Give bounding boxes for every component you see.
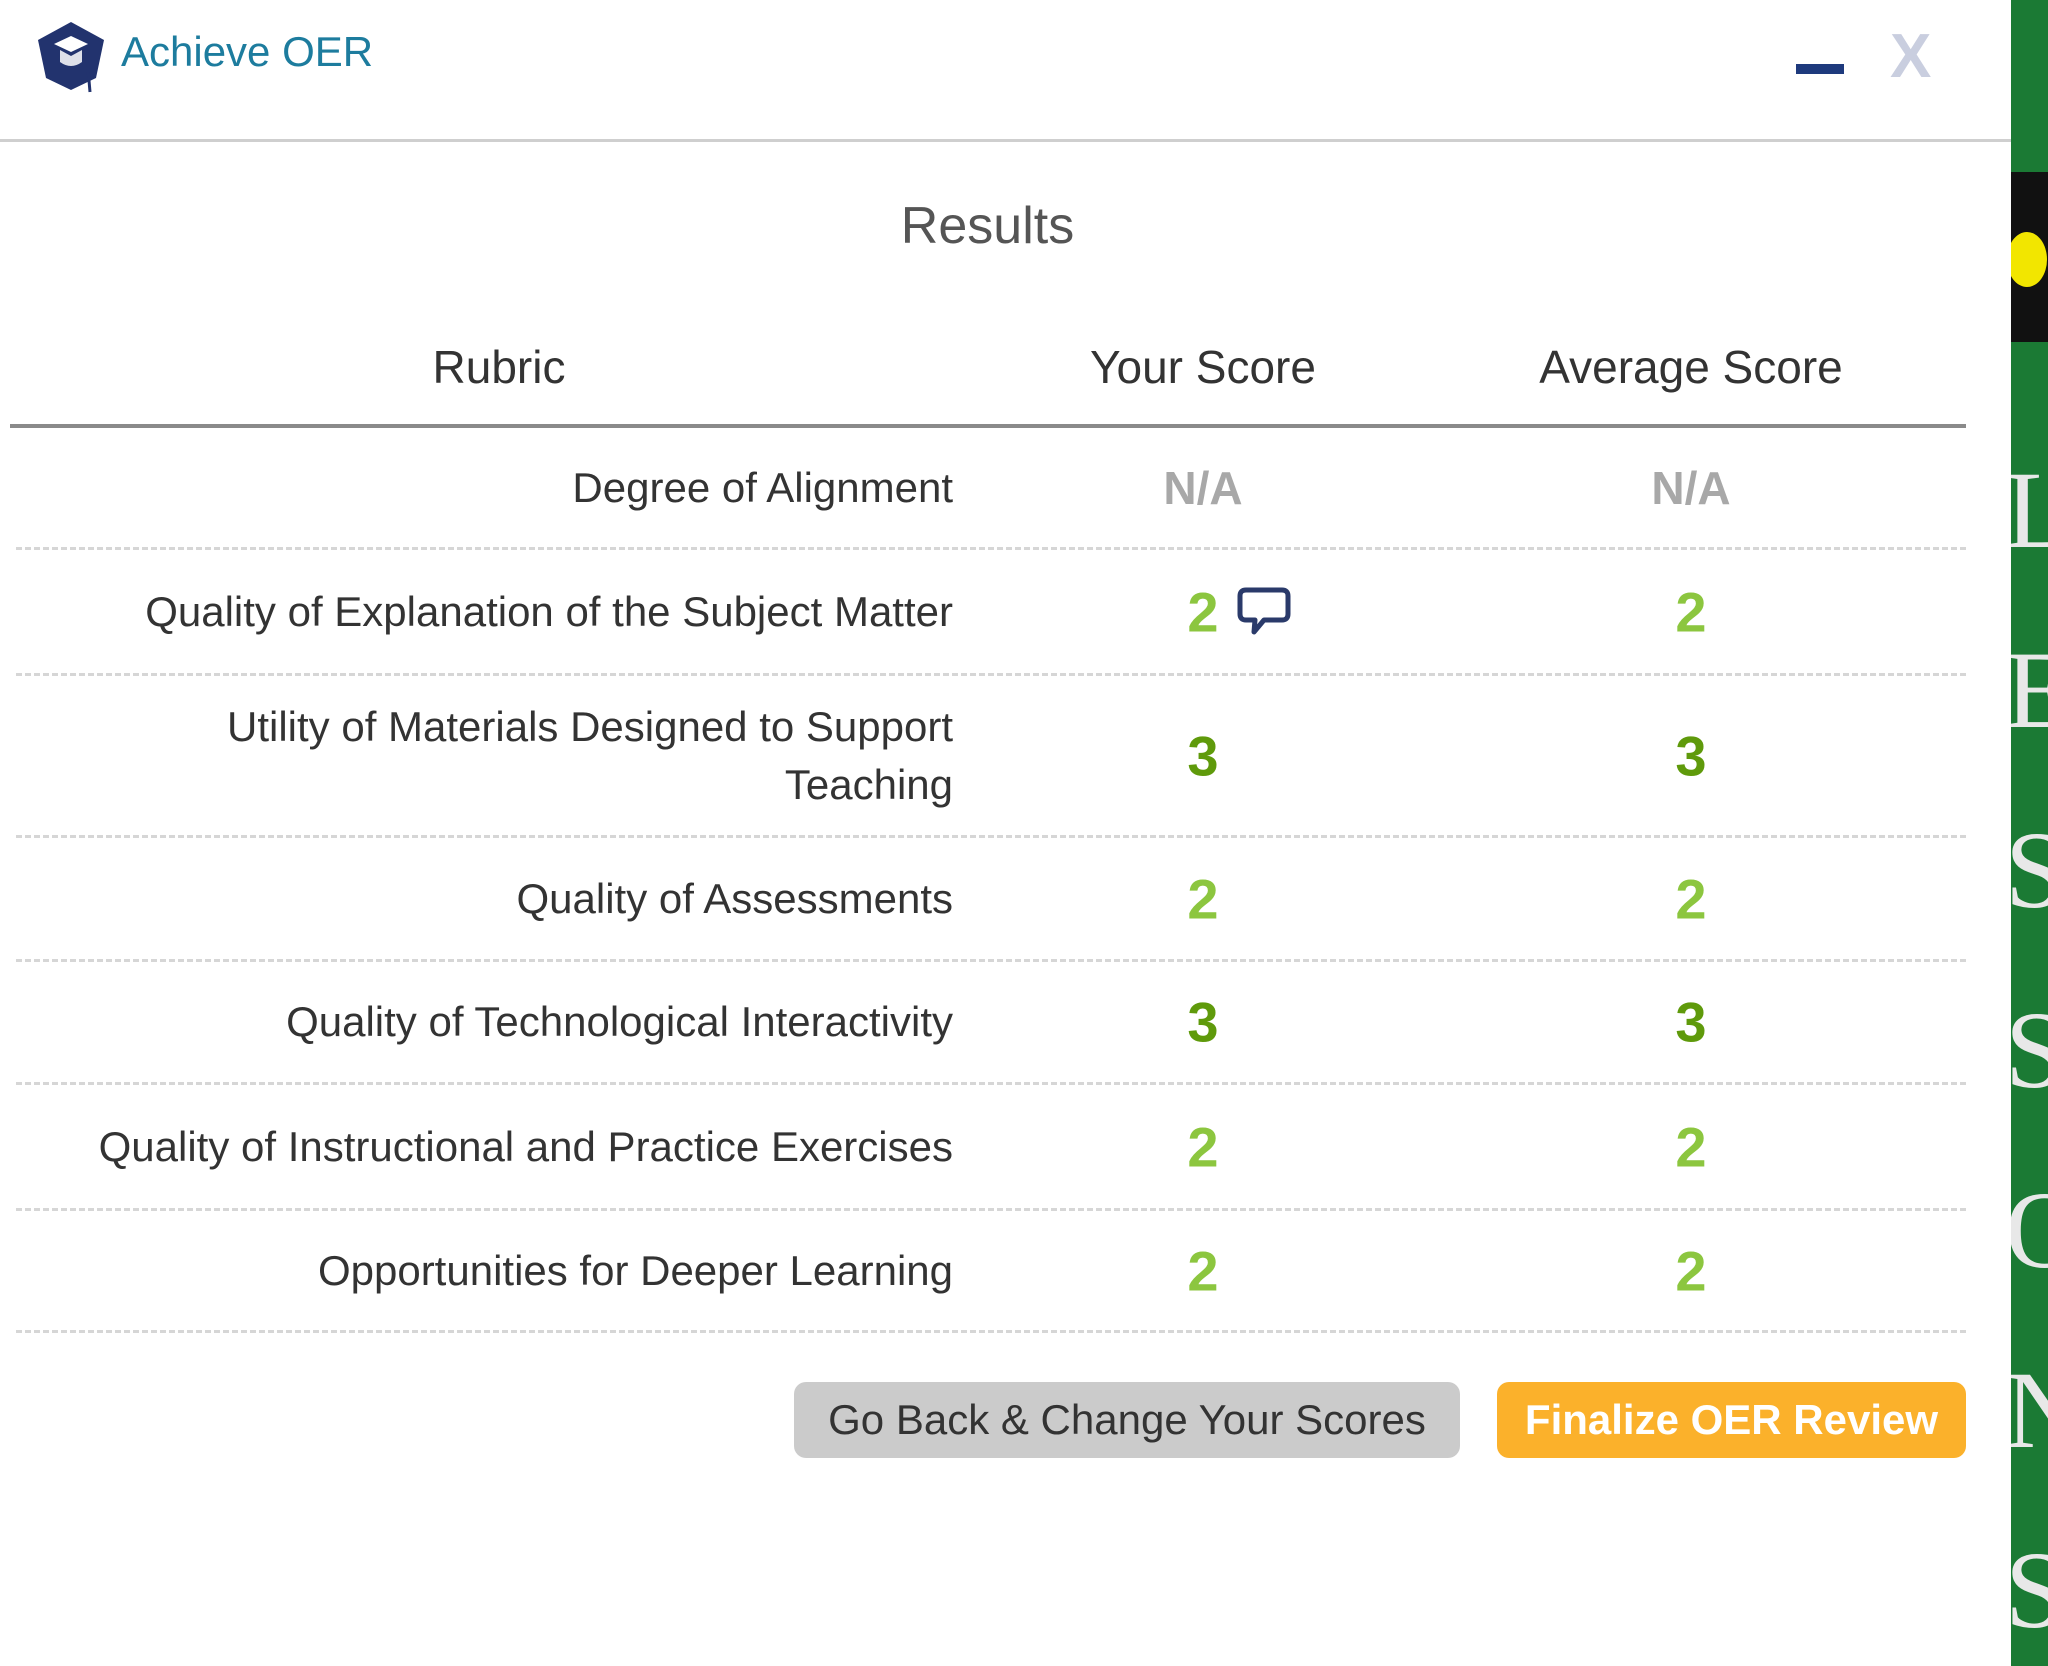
average-score: N/A xyxy=(1651,461,1731,514)
average-score: 2 xyxy=(1675,1239,1707,1302)
average-score: 2 xyxy=(1675,867,1707,930)
average-score: 2 xyxy=(1675,1115,1707,1178)
close-button[interactable]: X xyxy=(1890,22,1932,91)
your-score: 2 xyxy=(1187,1115,1219,1178)
column-header-your-score: Your Score xyxy=(1090,341,1316,393)
results-title: Results xyxy=(900,197,1075,255)
your-score: 2 xyxy=(1187,1239,1219,1302)
rubric-label: Quality of Technological Interactivity xyxy=(286,998,953,1045)
rubric-label: Quality of Explanation of the Subject Ma… xyxy=(145,587,953,635)
table-row: Quality of Technological Interactivity 3… xyxy=(16,962,1966,1085)
table-row: Quality of Assessments 2 2 xyxy=(16,838,1966,962)
app-title: Achieve OER xyxy=(121,28,374,75)
dialog-header: Achieve OER X xyxy=(0,0,2011,142)
comment-icon[interactable] xyxy=(1236,586,1292,638)
graduation-cap-icon xyxy=(38,22,104,93)
your-score: 2 xyxy=(1187,867,1219,930)
rubric-label: Quality of Instructional and Practice Ex… xyxy=(98,1122,953,1170)
your-score: 3 xyxy=(1187,724,1219,787)
average-score: 3 xyxy=(1675,724,1707,787)
rubric-label: Utility of Materials Designed to Support… xyxy=(227,702,953,808)
table-row: Quality of Instructional and Practice Ex… xyxy=(16,1085,1966,1211)
average-score: 3 xyxy=(1675,990,1707,1054)
background-lettering: LESSONS xyxy=(2011,449,2048,1651)
column-header-average-score: Average Score xyxy=(1539,341,1843,393)
table-row: Degree of Alignment N/A N/A xyxy=(16,428,1966,550)
background-image xyxy=(2011,172,2048,342)
table-row: Utility of Materials Designed to Support… xyxy=(16,676,1966,838)
column-header-rubric: Rubric xyxy=(432,341,566,393)
go-back-change-scores-button[interactable]: Go Back & Change Your Scores xyxy=(794,1382,1460,1458)
minimize-button[interactable] xyxy=(1796,64,1844,74)
rubric-label: Opportunities for Deeper Learning xyxy=(317,1246,953,1294)
table-header: Rubric Your Score Average Score xyxy=(10,340,1966,428)
results-table-body: Degree of Alignment N/A N/A Quality of E… xyxy=(16,428,1966,1333)
table-row: Opportunities for Deeper Learning 2 2 xyxy=(16,1211,1966,1333)
rubric-label: Quality of Assessments xyxy=(516,874,953,922)
your-score: 2 xyxy=(1187,580,1219,643)
rubric-label: Degree of Alignment xyxy=(572,463,953,511)
average-score: 2 xyxy=(1675,580,1707,643)
finalize-oer-review-button[interactable]: Finalize OER Review xyxy=(1497,1382,1966,1458)
your-score: N/A xyxy=(1163,461,1243,514)
your-score: 3 xyxy=(1187,990,1219,1054)
table-row: Quality of Explanation of the Subject Ma… xyxy=(16,550,1966,676)
background-page-strip: LESSONS xyxy=(2011,0,2048,1666)
